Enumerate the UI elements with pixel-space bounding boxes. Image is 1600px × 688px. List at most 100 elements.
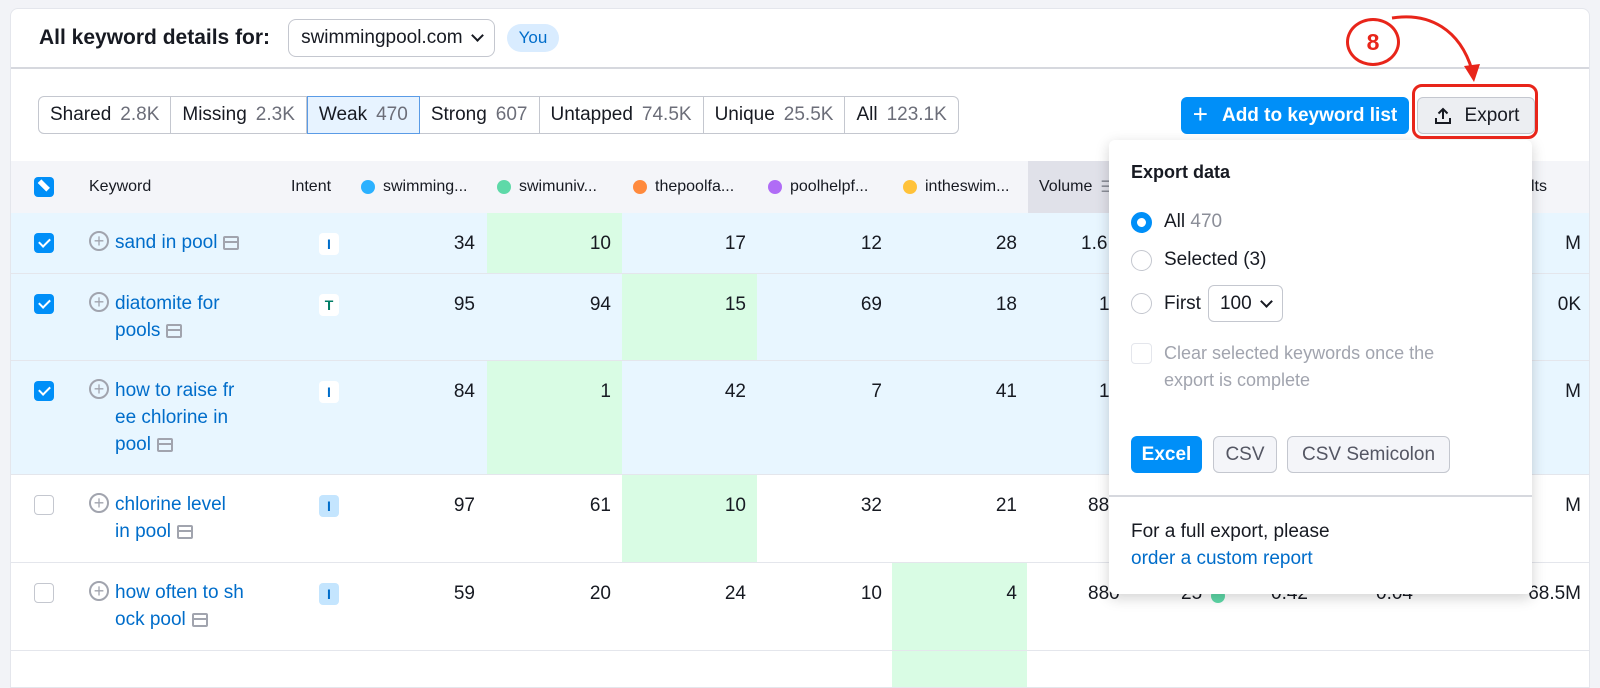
serp-features-icon[interactable]: [223, 235, 240, 250]
serp-features-icon[interactable]: [191, 612, 208, 627]
best-position-cell: [487, 213, 622, 273]
keyword-cell: + diatomite for pools: [89, 290, 240, 344]
chevron-down-icon: [470, 29, 484, 42]
intent-badge: I: [319, 495, 339, 517]
first-count-select[interactable]: 100: [1207, 285, 1283, 322]
position-value: 69: [860, 294, 882, 315]
column-results[interactable]: lts: [1531, 161, 1547, 213]
position-value: 24: [724, 583, 746, 604]
row-checkbox[interactable]: [34, 495, 54, 515]
column-domain-3[interactable]: thepoolfa...: [633, 161, 734, 213]
export-excel-button[interactable]: Excel: [1131, 436, 1202, 473]
column-label: Volume: [1039, 178, 1093, 195]
serp-features-icon[interactable]: [177, 524, 193, 539]
keyword-link[interactable]: how to raise free chlorine in pool: [115, 377, 237, 458]
tab-strong[interactable]: Strong 607: [419, 96, 540, 134]
column-label: thepoolfa...: [655, 178, 735, 195]
position-value: 15: [724, 294, 746, 315]
position-value: 4: [1006, 583, 1017, 604]
add-keyword-icon[interactable]: +: [89, 493, 109, 513]
best-position-cell: [487, 361, 622, 474]
row-checkbox[interactable]: [34, 233, 54, 253]
tab-missing[interactable]: Missing 2.3K: [171, 96, 307, 134]
row-checkbox[interactable]: [34, 294, 54, 314]
column-label: Keyword: [89, 178, 152, 195]
position-value: 10: [860, 583, 882, 604]
column-domain-1[interactable]: swimming...: [361, 161, 467, 213]
keyword-link[interactable]: how often to shock pool: [115, 579, 245, 633]
tab-all[interactable]: All 123.1K: [845, 96, 959, 134]
row-checkbox[interactable]: [34, 583, 54, 603]
keyword-cell: + sand in pool: [89, 229, 240, 256]
chevron-down-icon: [1259, 294, 1273, 308]
header: All keyword details for: swimmingpool.co…: [11, 9, 1589, 69]
column-domain-4[interactable]: poolhelpf...: [768, 161, 868, 213]
add-keyword-icon[interactable]: +: [89, 581, 109, 601]
column-intent[interactable]: Intent: [291, 161, 331, 213]
keyword-link[interactable]: chlorine level in pool: [115, 491, 240, 545]
clear-selected-checkbox[interactable]: [1131, 343, 1152, 364]
position-value: 84: [453, 381, 475, 402]
volume-value: 1: [1099, 294, 1110, 315]
you-badge: You: [506, 24, 560, 52]
export-csv-button[interactable]: CSV: [1213, 436, 1277, 473]
keyword-link[interactable]: sand in pool: [115, 229, 240, 256]
add-to-list-label: Add to keyword list: [1221, 104, 1398, 126]
position-value: 42: [724, 381, 746, 402]
column-domain-5[interactable]: intheswim...: [903, 161, 1009, 213]
tab-label: Shared: [50, 104, 112, 125]
radio-label: All: [1164, 211, 1186, 232]
radio-count: 470: [1190, 211, 1223, 232]
position-value: 7: [871, 381, 882, 402]
divider: [1109, 495, 1532, 497]
add-keyword-icon[interactable]: +: [89, 292, 109, 312]
select-value: 100: [1219, 292, 1252, 314]
position-value: 34: [453, 233, 475, 254]
position-value: 12: [860, 233, 882, 254]
tab-count: 123.1K: [886, 104, 947, 125]
plus-icon: +: [1192, 99, 1208, 129]
tab-untapped[interactable]: Untapped 74.5K: [539, 96, 704, 134]
results-value: 68.5M: [1528, 583, 1581, 604]
column-label: swimming...: [383, 178, 468, 195]
domain-color-dot-icon: [903, 180, 917, 194]
tab-count: 2.3K: [255, 104, 295, 125]
results-value: M: [1565, 381, 1581, 402]
tab-label: Untapped: [550, 104, 633, 125]
domain-select[interactable]: swimmingpool.com: [288, 19, 495, 57]
order-custom-report-link[interactable]: order a custom report: [1131, 548, 1313, 569]
tab-weak[interactable]: Weak 470: [306, 96, 420, 134]
column-domain-2[interactable]: swimuniv...: [497, 161, 597, 213]
add-to-keyword-list-button[interactable]: + Add to keyword list: [1181, 97, 1409, 134]
popup-title: Export data: [1131, 162, 1231, 182]
select-all-checkbox[interactable]: [34, 177, 54, 197]
export-label: Export: [1464, 104, 1520, 126]
tab-shared[interactable]: Shared 2.8K: [38, 96, 172, 134]
keyword-text: chlorine level in pool: [115, 494, 226, 542]
position-value: 10: [589, 233, 611, 254]
radio-export-first[interactable]: First 100: [1131, 285, 1283, 322]
tab-label: Missing: [182, 104, 247, 125]
row-checkbox[interactable]: [34, 381, 54, 401]
serp-features-icon[interactable]: [166, 323, 183, 338]
column-keyword[interactable]: Keyword: [89, 161, 151, 213]
serp-features-icon[interactable]: [156, 437, 173, 452]
add-keyword-icon[interactable]: +: [89, 231, 109, 251]
export-data-popup: Export data All 470 Selected (3) First 1…: [1109, 140, 1532, 594]
export-csv-semicolon-button[interactable]: CSV Semicolon: [1287, 436, 1450, 473]
column-label: intheswim...: [925, 178, 1010, 195]
tab-label: Strong: [430, 104, 487, 125]
keyword-link[interactable]: diatomite for pools: [115, 290, 240, 344]
position-value: 94: [589, 294, 611, 315]
position-value: 59: [453, 583, 475, 604]
clear-selected-option[interactable]: Clear selected keywords once the export i…: [1131, 340, 1434, 394]
radio-export-selected[interactable]: Selected (3): [1131, 249, 1266, 271]
tab-count: 25.5K: [783, 104, 834, 125]
tab-label: Unique: [714, 104, 775, 125]
tab-unique[interactable]: Unique 25.5K: [703, 96, 846, 134]
best-position-cell: [622, 274, 757, 360]
add-keyword-icon[interactable]: +: [89, 379, 109, 399]
radio-export-all[interactable]: All 470: [1131, 211, 1222, 233]
export-button[interactable]: Export: [1417, 97, 1535, 134]
best-position-cell: [892, 563, 1027, 650]
